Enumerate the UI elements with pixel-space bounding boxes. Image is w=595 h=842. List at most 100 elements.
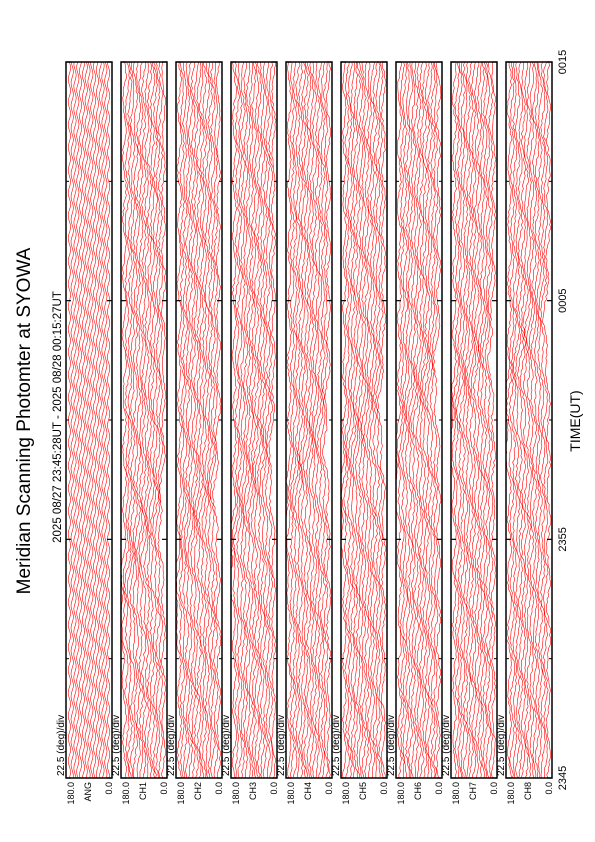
channel-label: CH1 — [138, 782, 148, 800]
trace-line — [484, 62, 494, 778]
trace-line — [84, 62, 88, 778]
trace-line — [264, 62, 274, 778]
trace-line — [178, 62, 188, 778]
trace-line — [476, 62, 486, 778]
trace-line — [459, 62, 469, 778]
rotated-chart-group: Meridian Scanning Photomter at SYOWA 202… — [14, 50, 583, 805]
trace-line — [451, 62, 460, 778]
y-tick-bottom: 0.0 — [104, 782, 114, 795]
y-tick-bottom: 0.0 — [269, 782, 279, 795]
trace-line — [98, 62, 102, 778]
trace-line — [261, 62, 271, 778]
trace-line — [259, 62, 268, 778]
y-tick-top: 180.0 — [176, 782, 186, 805]
trace-line — [316, 62, 326, 778]
trace-line — [132, 62, 142, 778]
trace-line — [424, 62, 433, 778]
trace-line — [93, 62, 97, 778]
trace-group — [506, 62, 552, 778]
panel-ch1: 180.0 0.0 CH1 22.5 (deg)/div — [111, 61, 169, 805]
trace-line — [462, 62, 472, 778]
trace-line — [350, 62, 359, 778]
trace-line — [540, 62, 549, 778]
y-tick-top: 180.0 — [451, 782, 461, 805]
trace-group — [231, 62, 277, 778]
trace-line — [176, 62, 185, 778]
trace-line — [300, 62, 309, 778]
trace-line — [297, 62, 306, 778]
trace-line — [366, 62, 376, 778]
trace-line — [412, 62, 422, 778]
trace-line — [70, 62, 74, 778]
trace-group — [286, 62, 332, 778]
trace-line — [152, 62, 161, 778]
trace-line — [107, 62, 111, 778]
trace-group — [341, 62, 387, 778]
trace-line — [432, 62, 442, 778]
trace-line — [454, 62, 463, 778]
trace-line — [294, 62, 304, 778]
y-tick-bottom: 0.0 — [159, 782, 169, 795]
trace-line — [415, 62, 425, 778]
scale-label: 22.5 (deg)/div — [276, 715, 287, 776]
channel-label: CH4 — [303, 782, 313, 800]
trace-line — [526, 62, 535, 778]
trace-line — [138, 62, 147, 778]
y-tick-top: 180.0 — [66, 782, 76, 805]
trace-line — [201, 62, 211, 778]
trace-line — [372, 62, 381, 778]
trace-line — [511, 62, 521, 778]
panel-ch6: 180.0 0.0 CH6 22.5 (deg)/div — [386, 61, 444, 805]
y-tick-top: 180.0 — [231, 782, 241, 805]
trace-line — [236, 62, 246, 778]
trace-line — [101, 62, 105, 778]
scale-label: 22.5 (deg)/div — [386, 715, 397, 776]
y-tick-bottom: 0.0 — [324, 782, 334, 795]
trace-line — [341, 62, 350, 778]
trace-line — [76, 62, 80, 778]
trace-line — [470, 62, 480, 778]
trace-line — [140, 62, 150, 778]
trace-line — [157, 62, 167, 778]
x-tick-labels: 2345 2355 0005 0015 — [557, 50, 569, 790]
trace-line — [429, 62, 439, 778]
trace-line — [146, 62, 156, 778]
channel-label: CH2 — [193, 782, 203, 800]
trace-line — [311, 62, 321, 778]
trace-line — [254, 62, 263, 778]
trace-line — [124, 62, 133, 778]
y-tick-top: 180.0 — [341, 782, 351, 805]
y-tick-bottom: 0.0 — [489, 782, 499, 795]
trace-line — [479, 62, 489, 778]
scale-label: 22.5 (deg)/div — [111, 715, 122, 776]
trace-line — [104, 62, 108, 778]
trace-line — [90, 62, 94, 778]
trace-line — [244, 62, 254, 778]
trace-line — [519, 62, 529, 778]
trace-line — [369, 62, 378, 778]
panel-ch7: 180.0 0.0 CH7 22.5 (deg)/div — [441, 61, 499, 805]
trace-line — [358, 62, 367, 778]
trace-line — [198, 62, 208, 778]
y-tick-top: 180.0 — [506, 782, 516, 805]
trace-line — [187, 62, 197, 778]
trace-line — [79, 62, 83, 778]
trace-line — [319, 62, 329, 778]
y-tick-top: 180.0 — [121, 782, 131, 805]
scale-label: 22.5 (deg)/div — [221, 715, 232, 776]
trace-line — [154, 62, 164, 778]
trace-line — [410, 62, 420, 778]
trace-line — [426, 62, 436, 778]
trace-line — [347, 62, 356, 778]
trace-line — [530, 62, 541, 778]
channel-label: ANG — [83, 782, 93, 802]
y-tick-bottom: 0.0 — [214, 782, 224, 795]
trace-line — [242, 62, 252, 778]
panel-ch5: 180.0 0.0 CH5 22.5 (deg)/div — [331, 61, 389, 805]
scale-label: 22.5 (deg)/div — [56, 715, 67, 776]
time-range-label: 2025 08/27 23:45:28UT - 2025 08/28 00:15… — [52, 291, 64, 543]
y-tick-bottom: 0.0 — [379, 782, 389, 795]
trace-line — [193, 62, 202, 778]
trace-line — [209, 62, 219, 778]
trace-line — [528, 62, 538, 778]
